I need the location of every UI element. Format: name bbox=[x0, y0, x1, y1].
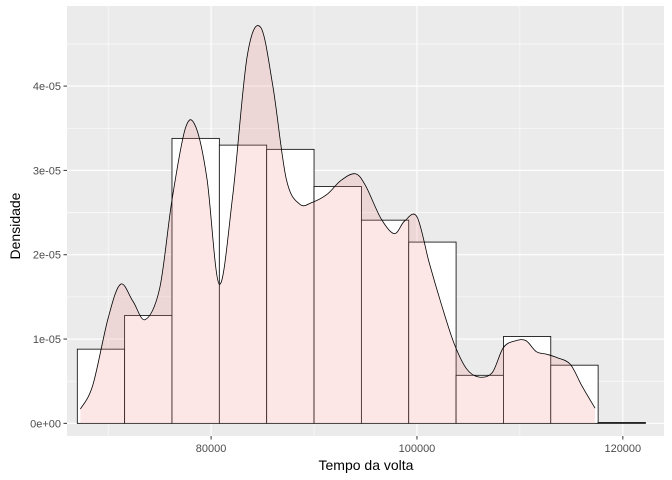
histogram-bar bbox=[124, 315, 173, 424]
histogram-bar bbox=[171, 137, 220, 424]
density-curve bbox=[80, 25, 596, 410]
density-area bbox=[80, 25, 596, 424]
histogram-bar bbox=[313, 186, 362, 424]
y-tick-label: 2e-05 bbox=[33, 250, 61, 262]
histogram-bar bbox=[408, 241, 457, 424]
histogram-bar bbox=[360, 219, 410, 424]
x-tick-label: 100000 bbox=[399, 443, 436, 455]
y-tick-label: 0e+00 bbox=[30, 418, 61, 430]
histogram-bar bbox=[76, 348, 126, 424]
histogram-bar bbox=[266, 148, 315, 424]
y-axis-title: Densidade bbox=[7, 192, 23, 259]
histogram-bar bbox=[503, 336, 552, 424]
histogram-bar bbox=[597, 422, 646, 424]
y-axis: 0e+00 1e-05 2e-05 3e-05 4e-05 bbox=[30, 81, 67, 430]
x-tick-label: 80000 bbox=[196, 443, 227, 455]
histogram-bar bbox=[218, 144, 268, 424]
histogram-bars bbox=[76, 137, 646, 424]
x-axis-title: Tempo da volta bbox=[319, 457, 414, 473]
y-tick-label: 1e-05 bbox=[33, 334, 61, 346]
histogram-bar bbox=[550, 364, 599, 424]
y-tick-label: 4e-05 bbox=[33, 81, 61, 93]
x-tick-label: 120000 bbox=[604, 443, 641, 455]
y-tick-label: 3e-05 bbox=[33, 165, 61, 177]
x-axis: 80000 100000 120000 bbox=[196, 436, 641, 455]
